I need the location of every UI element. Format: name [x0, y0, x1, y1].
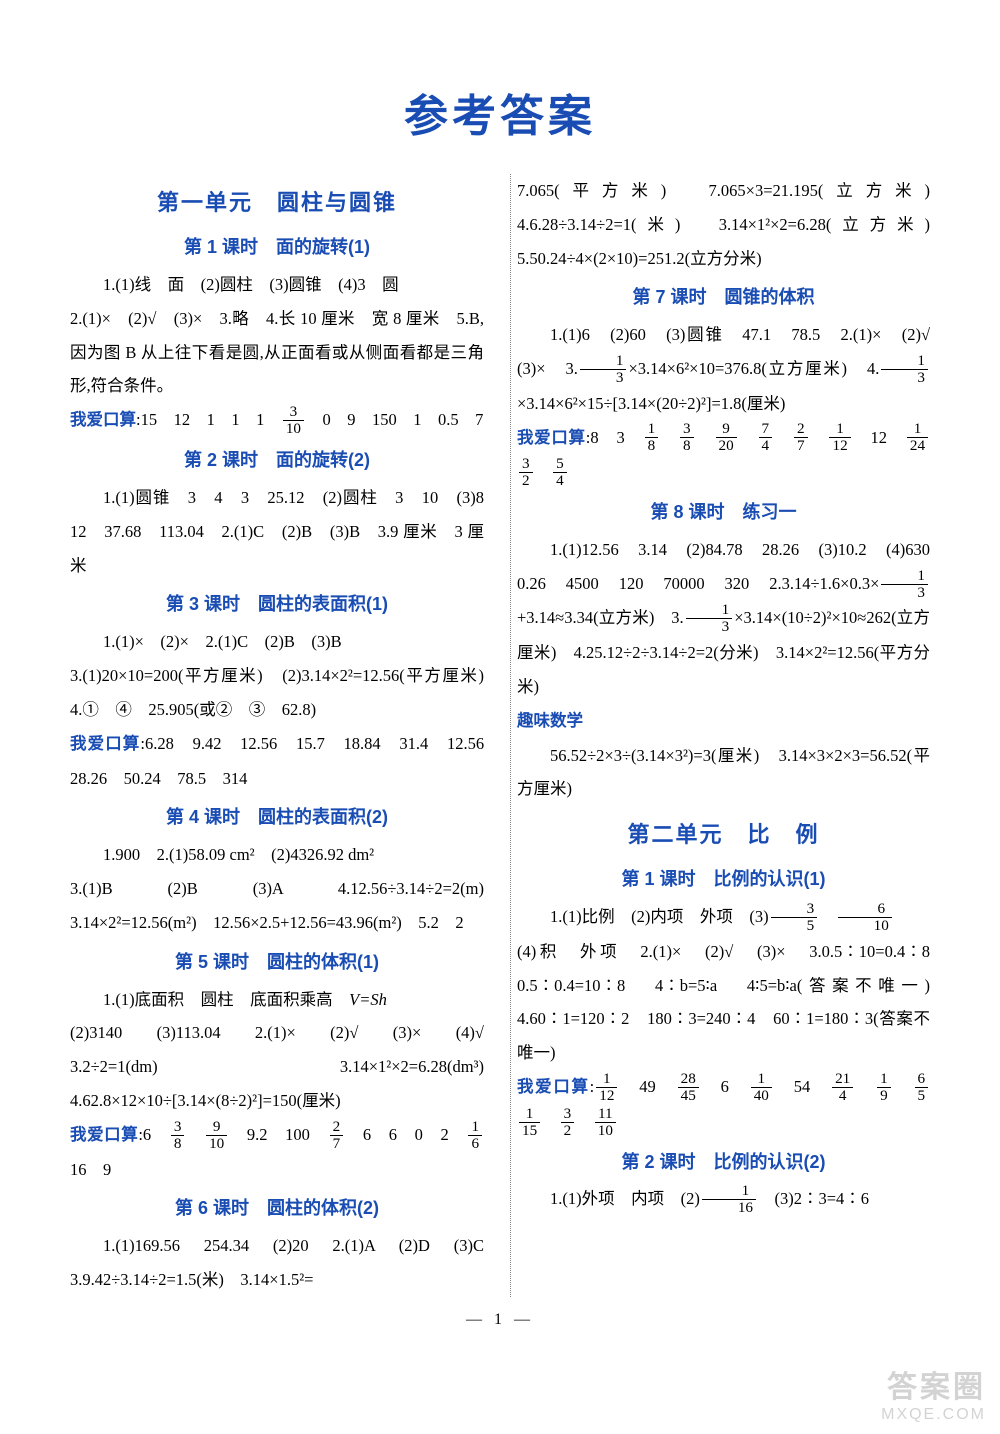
answer-text: 1.(1)底面积 圆柱 底面积乘高 V=Sh [70, 983, 484, 1017]
mental-math-line: 我爱口算:15 12 1 1 1 310 0 9 150 1 0.5 7 [70, 403, 484, 438]
mental-math-label: 我爱口算 [70, 735, 140, 753]
lesson-title: 第 6 课时 圆柱的体积(2) [70, 1190, 484, 1227]
lesson-title: 第 4 课时 圆柱的表面积(2) [70, 799, 484, 836]
answer-text: 3.(1)B (2)B (3)A 4.12.56÷3.14÷2=2(m) 3.1… [70, 872, 484, 940]
answer-text: (2)3140 (3)113.04 2.(1)× (2)√ (3)× (4)√ … [70, 1016, 484, 1117]
lesson-title: 第 2 课时 面的旋转(2) [70, 442, 484, 479]
mm-values: 15 12 1 1 1 310 0 9 150 1 0.5 7 [141, 410, 484, 429]
mental-math-label: 我爱口算 [517, 1078, 590, 1096]
fun-math-label: 趣味数学 [517, 704, 930, 739]
watermark-text: 答案圈 [881, 1362, 986, 1406]
unit-title: 第二单元 比 例 [517, 812, 930, 857]
mental-math-line: 我爱口算:112 49 2845 6 140 54 214 19 65 115 … [517, 1070, 930, 1139]
answer-text: 3.(1)20×10=200(平方厘米) (2)3.14×2²=12.56(平方… [70, 659, 484, 727]
mental-math-label: 我爱口算 [70, 1126, 138, 1144]
right-column: 7.065(平方米) 7.065×3=21.195(立方米) 4.6.28÷3.… [510, 174, 930, 1297]
answer-text: 1.900 2.(1)58.09 cm² (2)4326.92 dm² [70, 838, 484, 872]
unit-title: 第一单元 圆柱与圆锥 [70, 180, 484, 225]
answer-text: 1.(1)6 (2)60 (3)圆锥 47.1 78.5 2.(1)× (2)√… [517, 318, 930, 420]
watermark: 答案圈 MXQE.COM [881, 1362, 986, 1424]
mental-math-line: 我爱口算:6.28 9.42 12.56 15.7 18.84 31.4 12.… [70, 727, 484, 796]
answer-text: 1.(1)× (2)× 2.(1)C (2)B (3)B [70, 625, 484, 659]
answer-text: (4)积 外项 2.(1)× (2)√ (3)× 3.0.5∶10=0.4∶8 … [517, 935, 930, 1070]
answer-text: 7.065(平方米) 7.065×3=21.195(立方米) 4.6.28÷3.… [517, 174, 930, 275]
lesson-title: 第 8 课时 练习一 [517, 494, 930, 531]
answer-text: 1.(1)12.56 3.14 (2)84.78 28.26 (3)10.2 (… [517, 533, 930, 704]
mental-math-line: 我爱口算:6 38 910 9.2 100 27 6 6 0 2 16 16 9 [70, 1118, 484, 1187]
answer-text: 1.(1)比例 (2)内项 外项 (3)35 610 [517, 900, 930, 935]
mental-math-label: 我爱口算 [70, 411, 136, 429]
two-column-layout: 第一单元 圆柱与圆锥 第 1 课时 面的旋转(1) 1.(1)线 面 (2)圆柱… [70, 174, 930, 1297]
answer-text: 2.(1)× (2)√ (3)× 3.略 4.长 10 厘米 宽 8 厘米 5.… [70, 302, 484, 403]
lesson-title: 第 2 课时 比例的认识(2) [517, 1144, 930, 1181]
answer-text: 56.52÷2×3÷(3.14×3²)=3(厘米) 3.14×3×2×3=56.… [517, 739, 930, 807]
mental-math-line: 我爱口算:8 3 18 38 920 74 27 112 12 124 32 5… [517, 421, 930, 490]
lesson-title: 第 1 课时 面的旋转(1) [70, 229, 484, 266]
answer-text: 1.(1)圆锥 3 4 3 25.12 (2)圆柱 3 10 (3)8 12 3… [70, 481, 484, 582]
lesson-title: 第 5 课时 圆柱的体积(1) [70, 944, 484, 981]
page-number: — 1 — [70, 1311, 930, 1329]
answer-text: 1.(1)169.56 254.34 (2)20 2.(1)A (2)D (3)… [70, 1229, 484, 1297]
page-title: 参考答案 [70, 80, 930, 144]
answer-text: 1.(1)线 面 (2)圆柱 (3)圆锥 (4)3 圆 [70, 268, 484, 302]
left-column: 第一单元 圆柱与圆锥 第 1 课时 面的旋转(1) 1.(1)线 面 (2)圆柱… [70, 174, 490, 1297]
mental-math-label: 我爱口算 [517, 429, 586, 447]
answer-text: 1.(1)外项 内项 (2)116 (3)2∶3=4∶6 [517, 1182, 930, 1217]
lesson-title: 第 3 课时 圆柱的表面积(1) [70, 586, 484, 623]
watermark-url: MXQE.COM [881, 1406, 986, 1424]
lesson-title: 第 7 课时 圆锥的体积 [517, 279, 930, 316]
lesson-title: 第 1 课时 比例的认识(1) [517, 861, 930, 898]
